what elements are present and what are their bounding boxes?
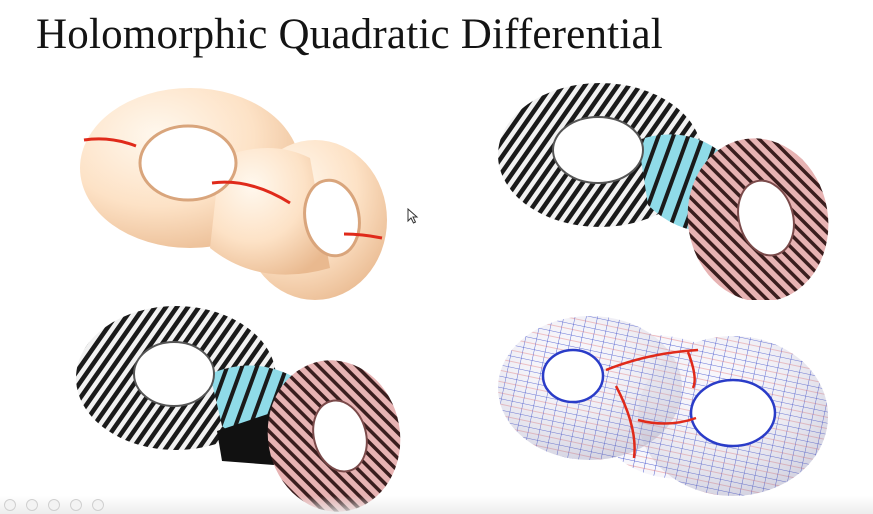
slides-grid-icon[interactable] <box>48 499 60 511</box>
presentation-controls <box>0 496 873 514</box>
mouse-cursor-icon <box>407 208 419 224</box>
more-options-icon[interactable] <box>92 499 104 511</box>
figure-striped-surface <box>498 83 829 300</box>
figure-decomposed-surface <box>76 306 401 512</box>
pen-icon[interactable] <box>26 499 38 511</box>
figure-cream-surface <box>80 88 387 300</box>
previous-slide-icon[interactable] <box>4 499 16 511</box>
figure-grid-surface <box>498 316 828 496</box>
slide-title: Holomorphic Quadratic Differential <box>36 11 663 58</box>
zoom-icon[interactable] <box>70 499 82 511</box>
